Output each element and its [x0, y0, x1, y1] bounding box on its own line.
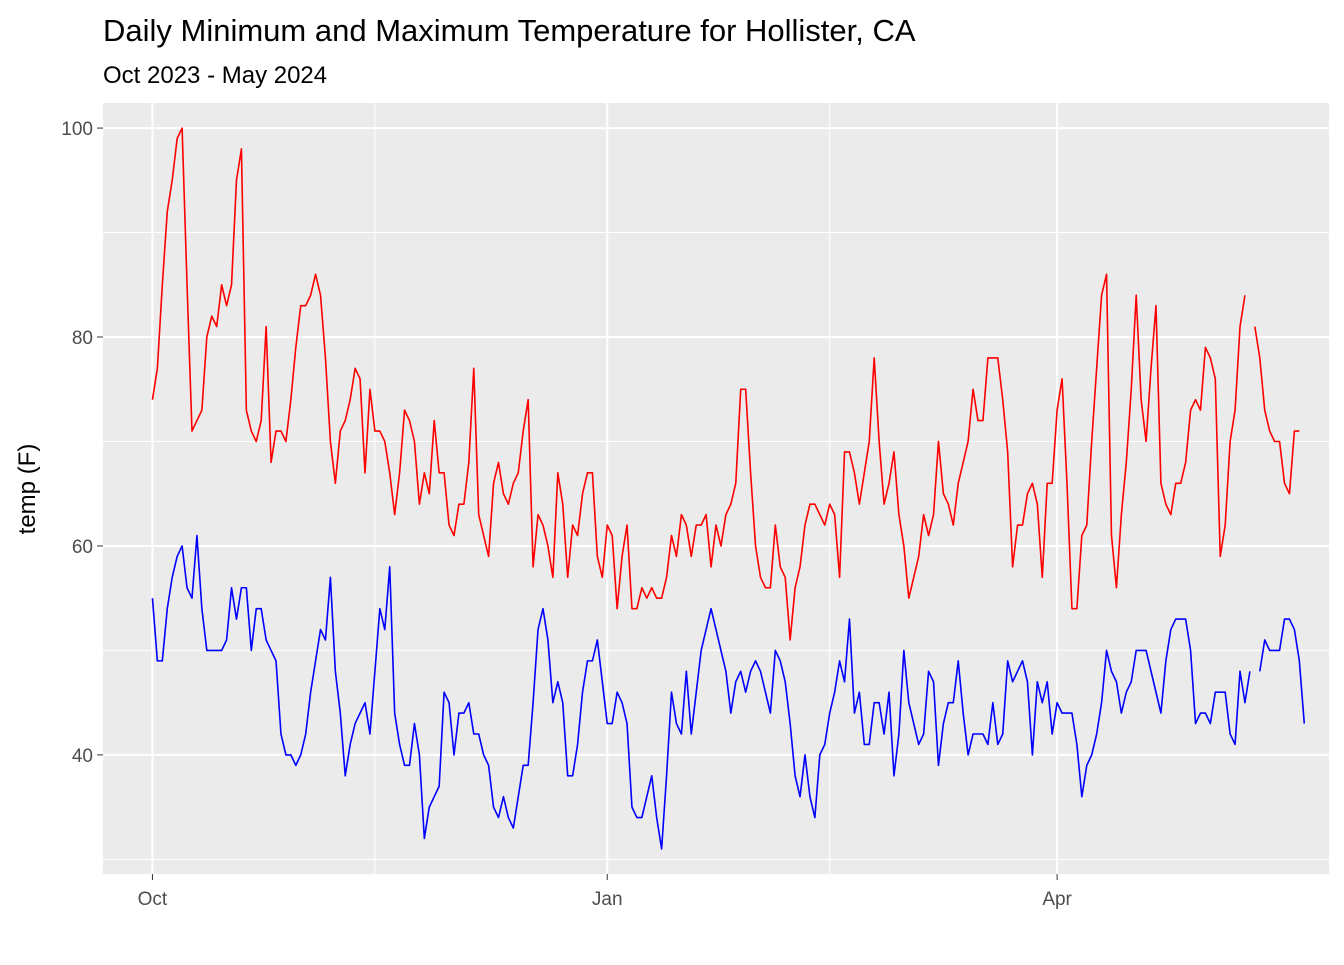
y-tick-label: 60	[72, 537, 93, 558]
series-line-1	[151, 127, 1300, 641]
y-tick-label: 80	[72, 328, 93, 349]
chart-title: Daily Minimum and Maximum Temperature fo…	[103, 13, 916, 48]
y-tick-label: 100	[61, 119, 93, 140]
series-layer	[151, 127, 1306, 850]
chart-subtitle: Oct 2023 - May 2024	[103, 62, 327, 89]
x-tick-label: Apr	[1042, 889, 1072, 910]
major-gridlines	[103, 103, 1329, 874]
x-axis: Oct Jan Apr	[138, 874, 1073, 910]
x-tick-label: Oct	[138, 889, 168, 910]
y-axis: 40 60 80 100	[61, 119, 103, 767]
y-axis-title: temp (F)	[14, 444, 41, 535]
x-tick-label: Jan	[592, 889, 623, 910]
series-line-2	[151, 534, 1306, 850]
plot-panel	[103, 103, 1329, 874]
y-tick-label: 40	[72, 746, 93, 767]
minor-gridlines	[103, 103, 1329, 874]
